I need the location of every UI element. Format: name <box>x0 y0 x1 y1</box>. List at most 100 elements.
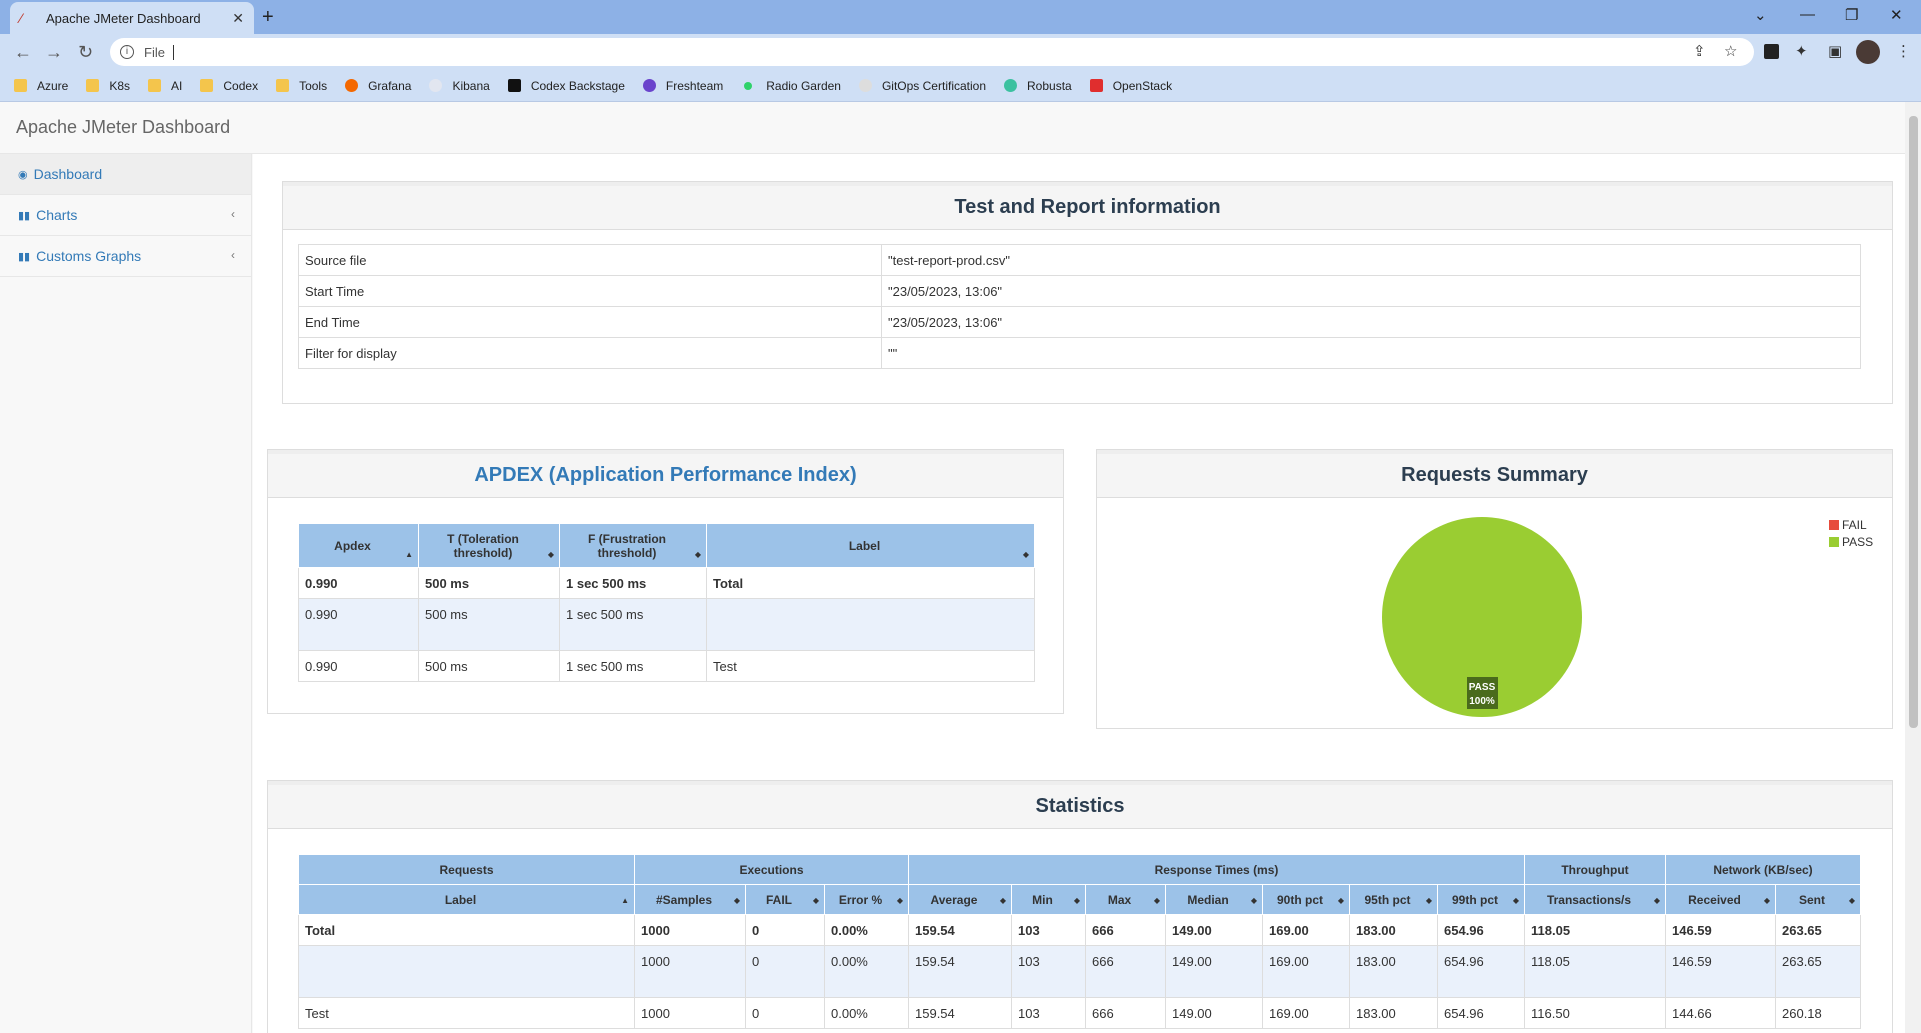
bookmark-codex-backstage[interactable]: Codex Backstage <box>507 79 625 93</box>
stats-column-header[interactable]: 95th pct ◆ <box>1349 884 1438 915</box>
minimize-icon[interactable]: — <box>1800 6 1815 23</box>
requests-summary-panel: Requests Summary FAIL PASS PASS 100% <box>1096 449 1893 729</box>
stats-column-header[interactable]: Error % ◆ <box>824 884 909 915</box>
apdex-header-apdex[interactable]: Apdex ▲ <box>298 523 419 568</box>
stats-column-header[interactable]: Label ▲ <box>298 884 635 915</box>
bookmark-k8s[interactable]: K8s <box>86 79 130 93</box>
stats-cell: 146.59 <box>1665 914 1776 946</box>
apdex-header-toleration[interactable]: T (Toleration threshold) ◆ <box>418 523 560 568</box>
reload-icon[interactable]: ↻ <box>78 42 94 62</box>
bookmark-azure[interactable]: Azure <box>14 79 68 93</box>
page-scrollbar[interactable] <box>1905 102 1921 1033</box>
apdex-cell <box>706 598 1035 651</box>
pie-slice-label: PASS 100% <box>1467 677 1498 709</box>
stats-cell: 666 <box>1085 914 1166 946</box>
back-arrow-icon[interactable]: ← <box>14 42 32 62</box>
extension-grid-icon[interactable] <box>1764 44 1779 59</box>
bookmark-openstack[interactable]: OpenStack <box>1089 79 1172 93</box>
bookmark-codex[interactable]: Codex <box>200 79 258 93</box>
apdex-header-label[interactable]: Label ◆ <box>706 523 1035 568</box>
sidebar-item-dashboard[interactable]: ◉ Dashboard <box>0 154 251 195</box>
site-info-icon[interactable]: i <box>120 45 134 59</box>
stats-column-header[interactable]: Transactions/s ◆ <box>1524 884 1666 915</box>
share-icon[interactable]: ⇪ <box>1693 43 1706 60</box>
stats-column-header[interactable]: Max ◆ <box>1085 884 1166 915</box>
bookmark-star-icon[interactable]: ☆ <box>1724 43 1738 60</box>
legend-item-pass[interactable]: PASS <box>1829 535 1873 549</box>
apdex-cell: 1 sec 500 ms <box>559 567 707 599</box>
stats-column-header[interactable]: Received ◆ <box>1665 884 1776 915</box>
scrollbar-thumb[interactable] <box>1909 116 1918 728</box>
more-menu-icon[interactable]: ⋮ <box>1896 43 1911 60</box>
side-panel-icon[interactable]: ▣ <box>1828 43 1843 60</box>
folder-icon <box>14 79 27 92</box>
test-info-row: Filter for display "" <box>298 337 1861 369</box>
radio-garden-icon <box>744 81 753 90</box>
apdex-header-frustration[interactable]: F (Frustration threshold) ◆ <box>559 523 707 568</box>
stats-column-header[interactable]: 90th pct ◆ <box>1262 884 1350 915</box>
stats-cell: 149.00 <box>1165 997 1263 1029</box>
tab-search-chevron-icon[interactable]: ⌄ <box>1754 7 1767 24</box>
extensions-puzzle-icon[interactable]: ✦ <box>1795 43 1808 60</box>
sort-icon: ◆ <box>1763 896 1770 905</box>
bookmark-ai[interactable]: AI <box>148 79 182 93</box>
stats-column-header[interactable]: Median ◆ <box>1165 884 1263 915</box>
stats-column-header[interactable]: FAIL ◆ <box>745 884 825 915</box>
bookmark-robusta[interactable]: Robusta <box>1004 79 1072 93</box>
stats-cell: 0 <box>745 914 825 946</box>
chevron-left-icon: ‹ <box>231 248 235 262</box>
stats-column-header[interactable]: #Samples ◆ <box>634 884 746 915</box>
pie-slice-pass[interactable] <box>1382 517 1582 717</box>
stats-row: 1000 0 0.00% 159.54 103 666 149.00 169.00 183.00… <box>298 945 1861 998</box>
stats-cell: 183.00 <box>1349 997 1438 1029</box>
stats-column-header[interactable]: 99th pct ◆ <box>1437 884 1525 915</box>
apdex-cell: 0.990 <box>298 650 419 682</box>
browser-tab[interactable]: ⁄ Apache JMeter Dashboard ✕ <box>10 2 254 34</box>
test-info-key: Source file <box>298 244 882 276</box>
legend-swatch-fail <box>1829 520 1839 530</box>
test-info-table: Source file "test-report-prod.csv" Start T… <box>298 244 1861 369</box>
bookmark-grafana[interactable]: Grafana <box>345 79 411 93</box>
test-info-panel: Test and Report information Source file "… <box>282 181 1893 404</box>
openstack-icon <box>1089 79 1103 92</box>
github-icon <box>858 79 872 92</box>
test-info-value: "23/05/2023, 13:06" <box>881 306 1861 338</box>
chevron-left-icon: ‹ <box>231 207 235 221</box>
legend-item-fail[interactable]: FAIL <box>1829 518 1867 532</box>
app-brand[interactable]: Apache JMeter Dashboard <box>16 117 231 137</box>
bookmark-tools[interactable]: Tools <box>276 79 327 93</box>
bookmark-kibana[interactable]: Kibana <box>429 79 490 93</box>
forward-arrow-icon[interactable]: → <box>45 42 63 62</box>
stats-column-header[interactable]: Average ◆ <box>908 884 1012 915</box>
restore-icon[interactable]: ❐ <box>1845 7 1859 24</box>
sort-icon: ◆ <box>1022 550 1029 559</box>
window-close-icon[interactable]: ✕ <box>1890 7 1903 24</box>
stats-column-header[interactable]: Sent ◆ <box>1775 884 1861 915</box>
pie-label-background <box>1467 677 1498 709</box>
bookmark-freshteam[interactable]: Freshteam <box>642 79 723 93</box>
stats-cell: 0 <box>745 945 825 998</box>
sort-icon: ◆ <box>1848 896 1855 905</box>
address-bar[interactable]: i File <box>110 38 1754 66</box>
sidebar-item-customs-graphs[interactable]: ▮▮ Customs Graphs ‹ <box>0 236 251 277</box>
stats-column-header[interactable]: Min ◆ <box>1011 884 1086 915</box>
folder-icon <box>86 79 100 92</box>
stats-group-header: Executions <box>634 854 909 885</box>
apdex-cell: 500 ms <box>418 567 560 599</box>
sidebar-item-charts[interactable]: ▮▮ Charts ‹ <box>0 195 251 236</box>
stats-cell: Test <box>298 997 635 1029</box>
test-info-value: "test-report-prod.csv" <box>881 244 1861 276</box>
profile-avatar[interactable] <box>1856 40 1880 64</box>
tab-close-icon[interactable]: ✕ <box>232 9 244 26</box>
apdex-cell: 500 ms <box>418 598 560 651</box>
bookmark-gitops-certification[interactable]: GitOps Certification <box>858 79 986 93</box>
stats-cell <box>298 945 635 998</box>
sort-icon: ◆ <box>1425 896 1432 905</box>
new-tab-button[interactable]: + <box>262 6 274 28</box>
apdex-table: Apdex ▲ T (Toleration threshold) ◆ F (Frus… <box>298 523 1035 682</box>
stats-cell: 1000 <box>634 914 746 946</box>
test-info-key: Filter for display <box>298 337 882 369</box>
stats-cell: 159.54 <box>908 997 1012 1029</box>
sort-icon: ◆ <box>999 896 1006 905</box>
bookmark-radio-garden[interactable]: Radio Garden <box>741 79 841 93</box>
